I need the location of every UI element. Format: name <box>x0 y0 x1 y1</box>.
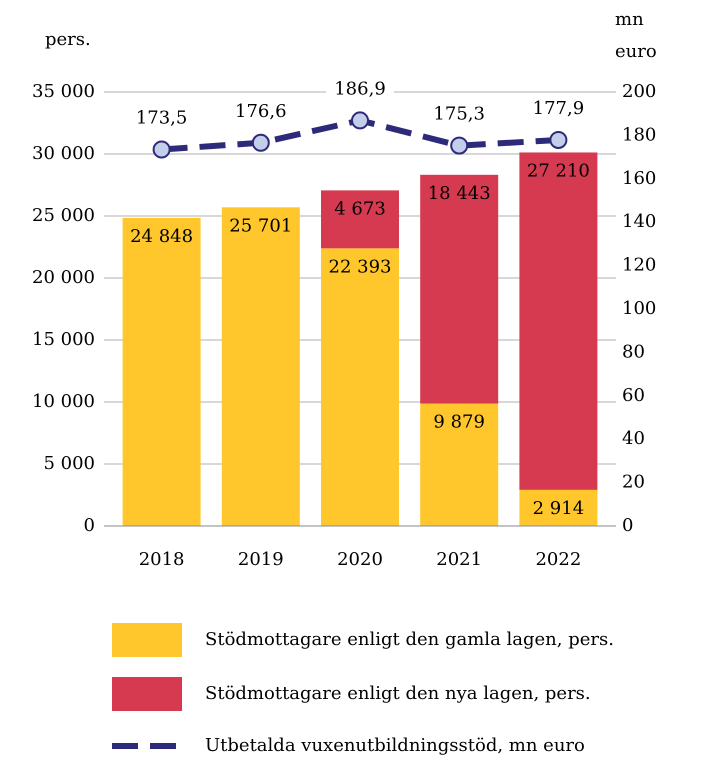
y2-tick-label: 80 <box>622 341 645 362</box>
legend-label: Utbetalda vuxenutbildningsstöd, mn euro <box>205 735 585 756</box>
line-value-label: 173,5 <box>136 108 188 129</box>
x-tick-label: 2019 <box>238 549 284 570</box>
legend-label: Stödmottagare enligt den gamla lagen, pe… <box>205 629 614 650</box>
y-tick-label: 30 000 <box>32 143 95 164</box>
legend-swatch <box>112 623 182 657</box>
bar-value-label: 18 443 <box>428 183 491 204</box>
line-value-label: 176,6 <box>235 101 287 122</box>
y2-tick-label: 180 <box>622 124 656 145</box>
label-background <box>524 96 593 121</box>
line-marker <box>351 111 369 130</box>
y2-axis-label: mn <box>615 9 644 30</box>
line-marker <box>549 130 568 149</box>
bar-segment <box>519 152 598 490</box>
line-value-label: 177,9 <box>533 98 585 119</box>
legend-swatch <box>112 677 182 711</box>
y2-tick-label: 140 <box>622 211 656 232</box>
label-background <box>326 77 394 102</box>
x-tick-label: 2022 <box>535 549 581 570</box>
line-marker <box>450 136 469 155</box>
bar-segment <box>519 489 598 526</box>
line-value-label: 175,3 <box>433 104 485 125</box>
y-tick-label: 15 000 <box>32 329 95 350</box>
bar-segment <box>420 174 499 404</box>
y-tick-label: 20 000 <box>32 267 95 288</box>
y-tick-label: 10 000 <box>32 391 95 412</box>
y2-tick-label: 160 <box>622 168 656 189</box>
y-tick-label: 25 000 <box>32 205 95 226</box>
y2-tick-label: 20 <box>622 472 645 493</box>
bar-value-label: 4 673 <box>334 198 386 219</box>
x-tick-label: 2021 <box>436 549 482 570</box>
bar-value-label: 27 210 <box>527 160 590 181</box>
label-background <box>127 106 196 131</box>
line-marker <box>251 133 270 152</box>
bar-segment <box>420 403 499 526</box>
x-tick-label: 2020 <box>337 549 383 570</box>
y2-tick-label: 60 <box>622 385 645 406</box>
bar-value-label: 24 848 <box>130 226 193 247</box>
bar-segment <box>321 190 399 249</box>
label-background <box>425 102 494 127</box>
y2-tick-label: 40 <box>622 428 645 449</box>
y-tick-label: 5 000 <box>43 453 95 474</box>
bar-value-label: 2 914 <box>533 498 585 519</box>
x-tick-label: 2018 <box>139 549 185 570</box>
y2-tick-label: 200 <box>622 81 656 102</box>
y2-tick-label: 100 <box>622 298 656 319</box>
bar-value-label: 9 879 <box>433 412 485 433</box>
y-axis-label: pers. <box>45 29 91 50</box>
y2-tick-label: 0 <box>622 515 633 536</box>
y-tick-label: 35 000 <box>32 81 95 102</box>
label-background <box>226 99 295 124</box>
bar-segment <box>221 207 300 526</box>
bar-value-label: 22 393 <box>329 256 392 277</box>
legend-label: Stödmottagare enligt den nya lagen, pers… <box>205 683 591 704</box>
bar-segment <box>321 248 399 527</box>
bar-value-label: 25 701 <box>229 215 292 236</box>
line-marker <box>152 140 171 159</box>
y-tick-label: 0 <box>84 515 95 536</box>
y2-tick-label: 120 <box>622 255 656 276</box>
bar-segment <box>122 217 201 526</box>
line-value-label: 186,9 <box>334 78 386 99</box>
y2-axis-label: euro <box>615 41 657 62</box>
